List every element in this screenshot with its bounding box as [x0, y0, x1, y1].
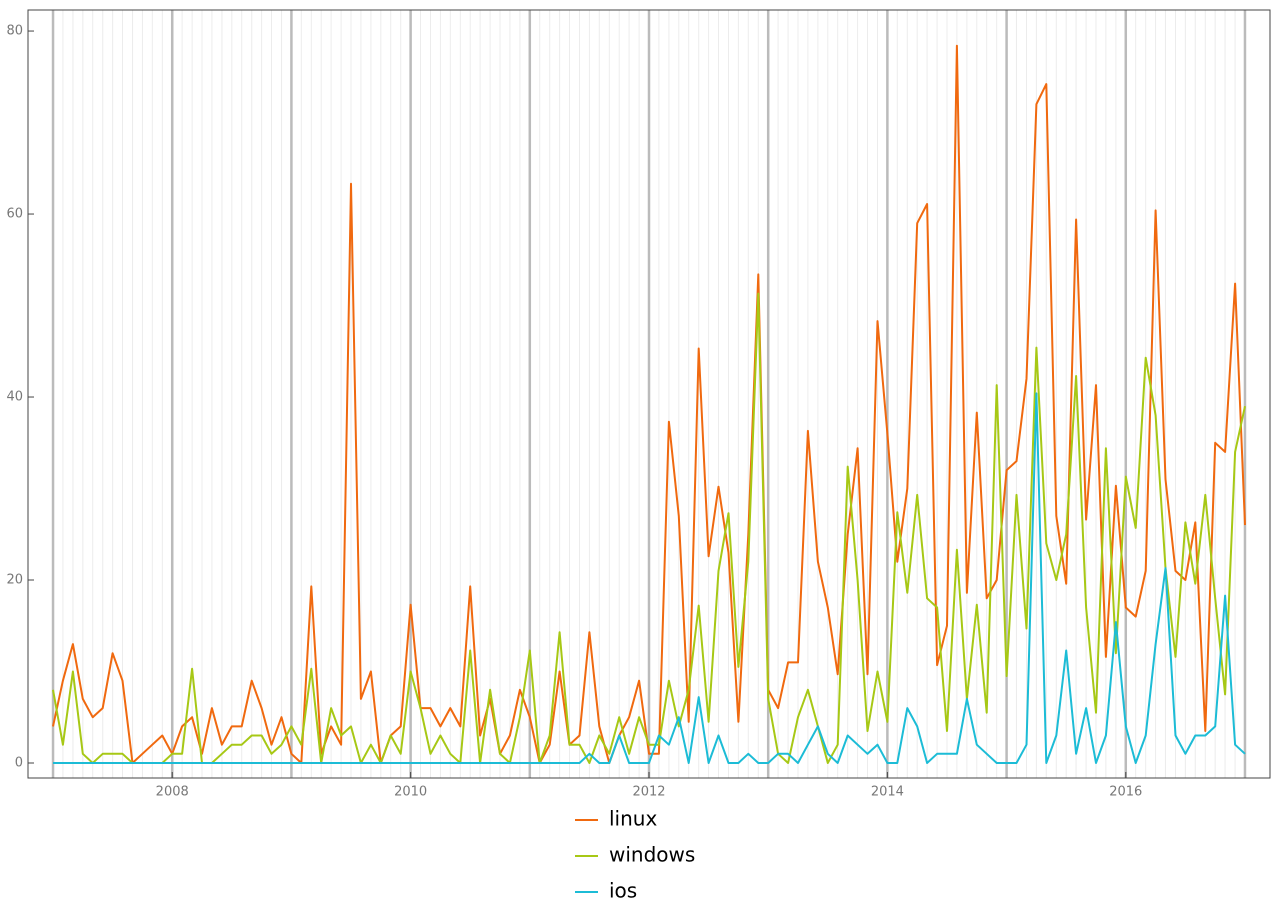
x-tick-label: 2010: [394, 785, 427, 800]
series-line: [52, 292, 1246, 764]
y-tick-label: 80: [6, 24, 23, 39]
labels: 0 20 40 60 80 2008 2010 2012 2014 2016: [6, 24, 1142, 800]
y-tick-label: 0: [15, 755, 23, 770]
legend-label: linux: [609, 807, 657, 831]
series-line: [53, 392, 1246, 764]
grid: [51, 10, 1247, 778]
x-tick-label: 2016: [1109, 785, 1142, 800]
x-tick-label: 2008: [156, 785, 189, 800]
x-tick-label: 2014: [871, 785, 904, 800]
legend-label: ios: [609, 879, 637, 903]
lines: [52, 44, 1246, 764]
series-line: [52, 44, 1246, 764]
y-tick-label: 60: [6, 207, 23, 222]
legend: linux windows ios: [575, 807, 695, 903]
y-tick-label: 40: [6, 390, 23, 405]
x-tick-label: 2012: [632, 785, 665, 800]
y-tick-label: 20: [6, 573, 23, 588]
legend-label: windows: [609, 843, 695, 867]
